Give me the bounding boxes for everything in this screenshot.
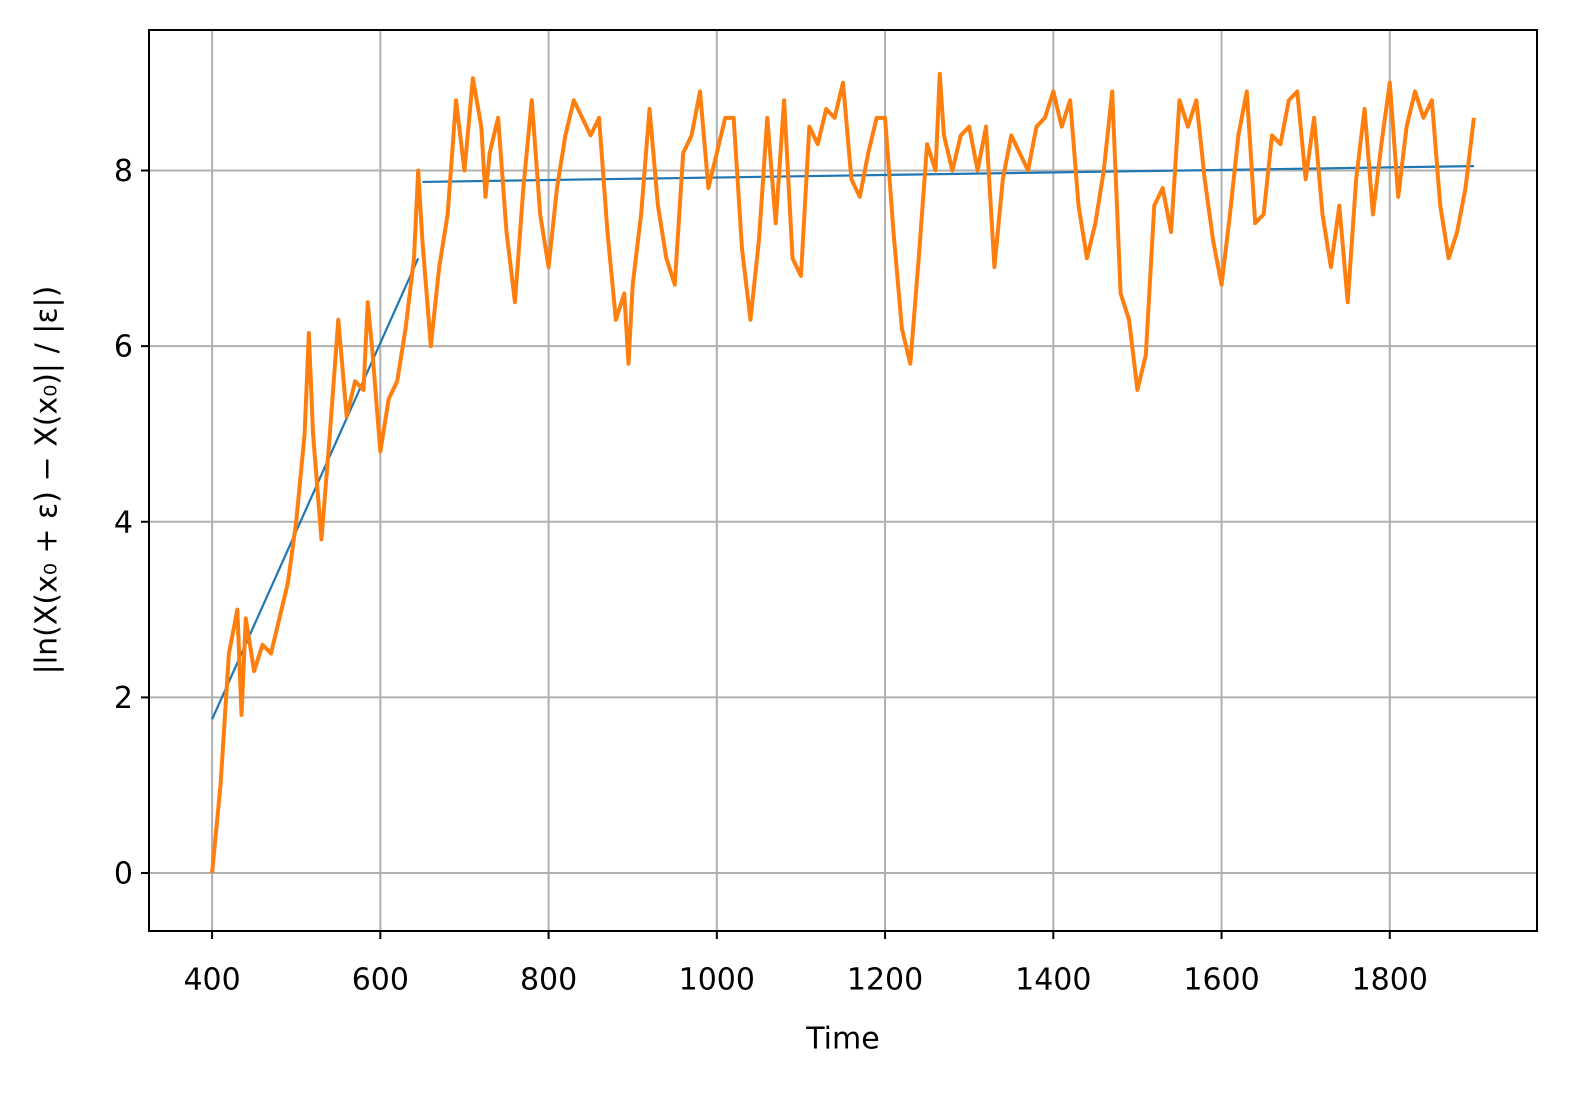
- y-tick-label: 4: [114, 505, 133, 540]
- x-tick-label: 400: [183, 963, 240, 998]
- y-tick-label: 6: [114, 330, 133, 365]
- plot-frame: [148, 29, 1538, 932]
- x-tick-label: 1600: [1183, 963, 1259, 998]
- y-axis-label: |ln(X(x₀ + ε) − X(x₀)| / |ε|): [30, 286, 65, 675]
- data-line: [422, 165, 1474, 184]
- x-tick-label: 1400: [1015, 963, 1091, 998]
- y-tick-label: 2: [114, 681, 133, 716]
- x-tick-label: 800: [520, 963, 577, 998]
- x-axis-label: Time: [805, 1022, 879, 1057]
- data-line: [210, 71, 1476, 874]
- x-tick-label: 1800: [1352, 963, 1428, 998]
- y-tick-label: 0: [114, 857, 133, 892]
- x-tick-label: 1200: [847, 963, 923, 998]
- x-tick-label: 1000: [679, 963, 755, 998]
- x-tick-label: 600: [352, 963, 409, 998]
- y-tick-label: 8: [114, 154, 133, 189]
